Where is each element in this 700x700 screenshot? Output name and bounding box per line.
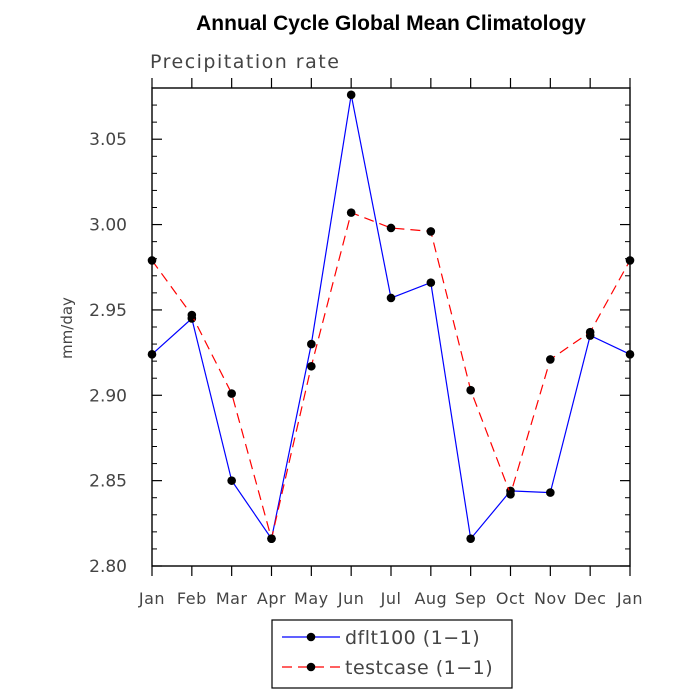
x-tick-label: Aug: [414, 589, 447, 608]
x-tick-label: Nov: [534, 589, 567, 608]
data-point: [386, 293, 396, 303]
data-point: [426, 278, 436, 287]
data-point: [585, 327, 595, 337]
x-tick-labels: Jan Feb Mar Apr May Jun Jul Aug Sep Oct Nov Dec Jan: [138, 589, 643, 608]
legend: dflt100 (1−1) testcase (1−1): [271, 619, 513, 689]
y-tick-label: 2.95: [89, 301, 127, 321]
legend-box: [271, 619, 513, 689]
data-point: [546, 355, 555, 364]
data-point: [187, 310, 197, 320]
y-tick-label: 2.80: [89, 557, 127, 577]
chart-subtitle: Precipitation rate: [150, 51, 340, 73]
data-point: [346, 208, 356, 217]
plot-frame: [151, 87, 631, 567]
series-line-0: [151, 94, 631, 541]
data-point: [227, 389, 236, 398]
x-tick-label: Dec: [574, 589, 606, 608]
data-point: [546, 488, 555, 497]
legend-marker: [306, 632, 316, 642]
data-point: [466, 385, 475, 395]
x-tick-label: Mar: [216, 589, 248, 608]
data-point: [227, 476, 236, 485]
legend-marker: [306, 662, 316, 672]
axis-ticks: [151, 78, 631, 576]
x-tick-label: Sep: [455, 589, 487, 608]
data-point: [466, 534, 475, 543]
series-line-1: [151, 211, 631, 539]
legend-label-0: dflt100 (1−1): [345, 627, 480, 649]
y-tick-label: 2.90: [89, 386, 127, 406]
x-tick-label: Jan: [616, 589, 643, 608]
data-point: [307, 339, 316, 349]
data-point: [426, 227, 436, 236]
y-tick-label: 3.05: [89, 130, 127, 150]
y-axis-label: mm/day: [58, 297, 76, 359]
data-point: [386, 223, 396, 233]
x-tick-label: Jul: [380, 589, 402, 608]
series-lines: [147, 90, 635, 543]
data-point: [346, 90, 356, 100]
x-tick-label: Jun: [337, 589, 365, 608]
y-tick-label: 3.00: [89, 216, 127, 236]
data-point: [307, 361, 316, 371]
legend-label-1: testcase (1−1): [345, 657, 493, 679]
x-tick-label: May: [294, 589, 329, 608]
data-point: [267, 534, 276, 543]
data-point: [506, 490, 515, 499]
y-tick-label: 2.85: [89, 472, 127, 492]
x-tick-label: Feb: [177, 589, 207, 608]
chart-title: Annual Cycle Global Mean Climatology: [196, 12, 586, 35]
x-tick-label: Apr: [257, 589, 286, 608]
x-tick-label: Jan: [138, 589, 165, 608]
x-tick-label: Oct: [496, 589, 525, 608]
y-tick-labels: 2.80 2.85 2.90 2.95 3.00 3.05: [89, 130, 127, 577]
